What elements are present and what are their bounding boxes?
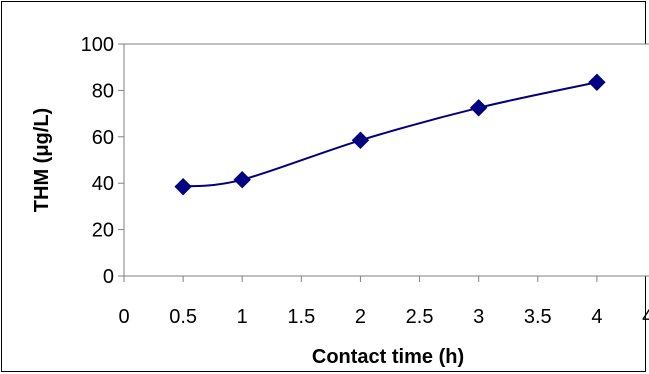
y-tick-label: 80 [92,80,114,102]
y-tick-label: 100 [81,34,114,56]
y-tick-label: 60 [92,127,114,149]
data-point-marker [588,73,606,91]
y-tick-label: 0 [103,266,114,288]
y-axis-ticks: 0 20 40 60 80 100 [81,34,124,288]
data-point-marker [469,99,488,117]
x-tick-label: 3.5 [524,306,552,328]
x-axis-ticks: 0 0.5 1 1.5 2 2.5 3 3.5 4 4.5 [118,276,649,328]
plot-area [123,43,649,277]
x-tick-label: 4 [591,306,602,328]
x-tick-label: 4.5 [642,306,649,328]
y-tick-label: 20 [92,220,114,242]
x-tick-label: 2.5 [406,306,434,328]
data-point-marker [174,177,192,196]
x-tick-label: 2 [355,306,366,328]
y-tick-label: 40 [92,173,114,195]
data-point-marker [351,131,370,149]
x-tick-label: 0 [118,306,129,328]
x-tick-label: 0.5 [169,306,197,328]
data-point-marker [233,171,251,189]
x-tick-label: 3 [473,306,484,328]
x-axis-title: Contact time (h) [312,346,464,368]
x-tick-label: 1 [237,306,248,328]
x-tick-label: 1.5 [287,306,315,328]
series-markers [174,73,606,196]
y-axis-title: THM (μg/L) [31,108,53,212]
